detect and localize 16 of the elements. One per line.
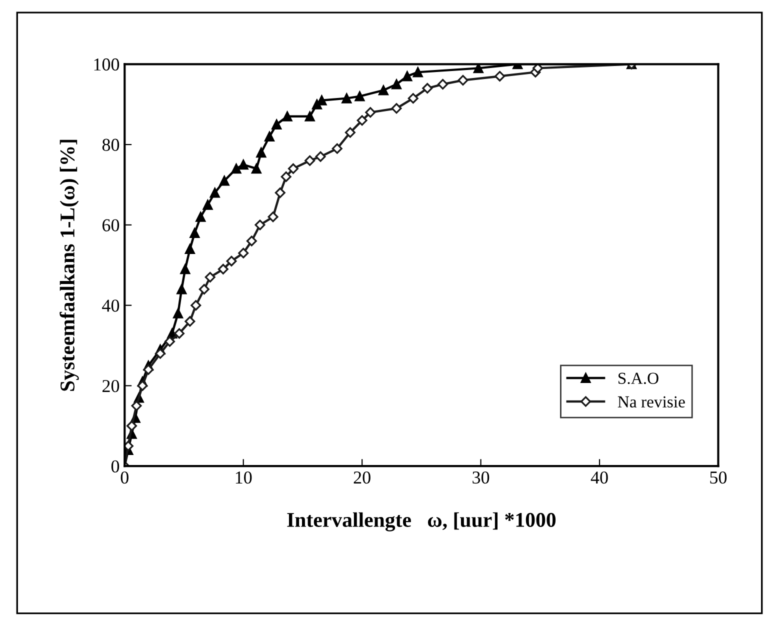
- x-tick-label: 50: [710, 471, 727, 484]
- legend-label: Na revisie: [618, 396, 685, 408]
- x-axis-title: Intervallengte ω, [uur] *1000: [287, 512, 556, 532]
- x-tick-label: 10: [236, 471, 252, 484]
- y-tick-label: 60: [102, 219, 120, 232]
- x-tick-label: 40: [590, 471, 608, 484]
- y-tick-label: 100: [94, 58, 120, 71]
- x-tick-label: 30: [472, 471, 490, 484]
- y-tick-label: 0: [111, 460, 120, 473]
- legend-label: S.A.O: [618, 372, 658, 384]
- y-tick-label: 80: [102, 138, 120, 151]
- x-tick-label: 0: [120, 471, 128, 484]
- x-tick-label: 20: [354, 471, 370, 484]
- y-axis-title: Systeemfaalkans 1-L(ω) [%]: [60, 140, 79, 391]
- y-tick-label: 20: [102, 380, 120, 392]
- y-tick-label: 40: [102, 300, 120, 312]
